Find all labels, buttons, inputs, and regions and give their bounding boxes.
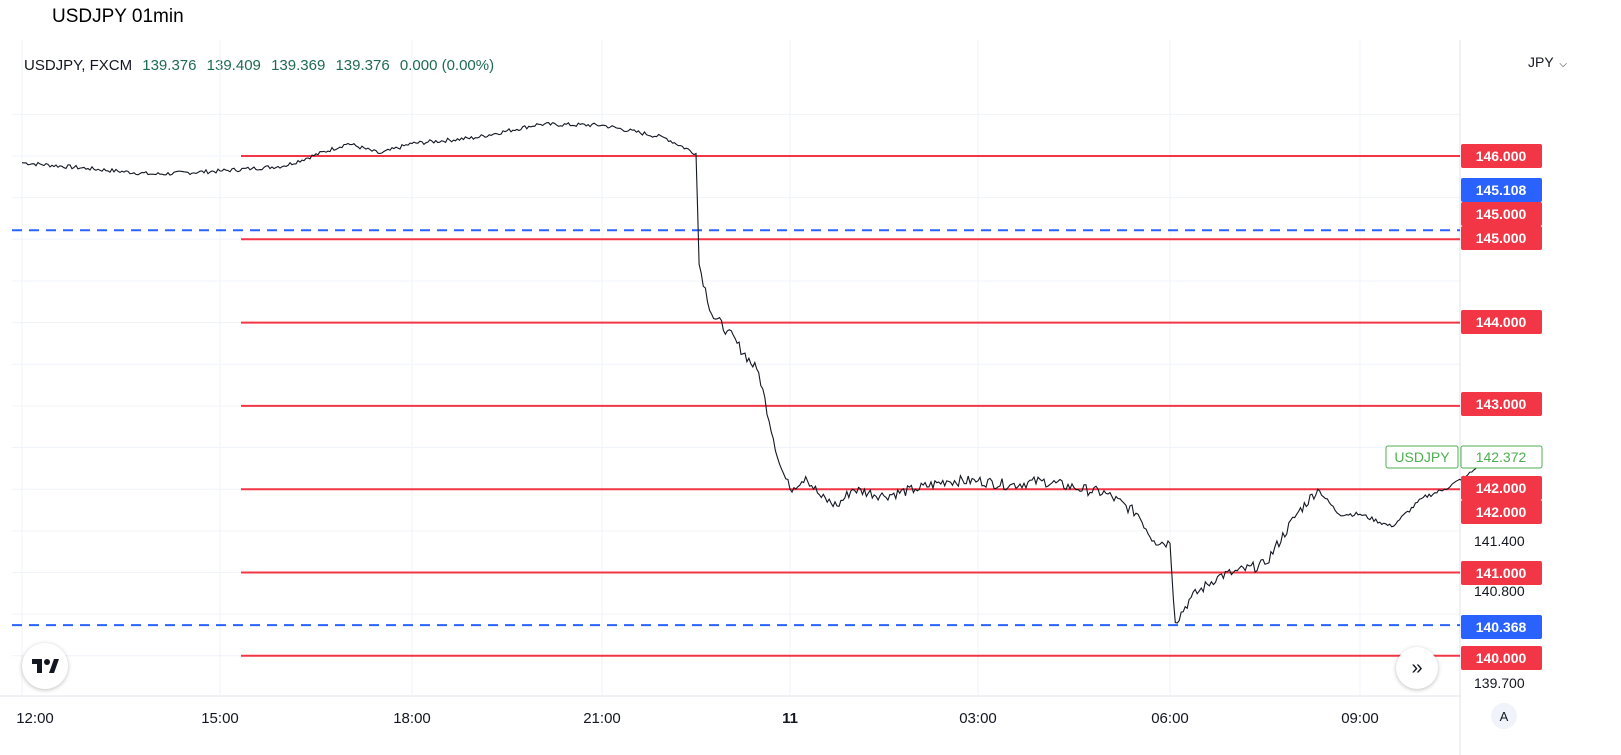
- price-axis-tag: [1461, 144, 1542, 168]
- time-tick-label: 09:00: [1341, 710, 1379, 727]
- scroll-to-realtime-button[interactable]: »: [1396, 647, 1438, 689]
- price-axis-label: 141.000: [1476, 565, 1527, 581]
- time-axis[interactable]: 12:00 15:00 18:00 21:00 11 03:00 06:00 09:00: [16, 710, 1379, 727]
- price-tick-label: 140.800: [1474, 583, 1525, 599]
- grid: [0, 40, 1461, 755]
- currency-selector[interactable]: JPY ⌵: [1528, 54, 1567, 70]
- price-axis-tag: [1461, 615, 1542, 639]
- tradingview-logo-glyph: [32, 659, 59, 673]
- price-axis-label: 142.000: [1476, 504, 1527, 520]
- price-axis-label: 145.000: [1476, 230, 1527, 246]
- price-tick-label: 139.700: [1474, 675, 1525, 691]
- price-line: [21, 122, 1477, 624]
- price-axis-tag: [1461, 226, 1542, 250]
- time-tick-label: 06:00: [1151, 710, 1189, 727]
- price-axis-tag: [1461, 202, 1542, 226]
- price-axis-tag: [1461, 392, 1542, 416]
- tradingview-logo-icon[interactable]: [22, 643, 68, 689]
- price-axis[interactable]: 146.000 145.108 145.000 145.000 144.000 143.0…: [1385, 144, 1543, 691]
- price-axis-label: 142.000: [1476, 480, 1527, 496]
- time-tick-label: 11: [782, 710, 798, 727]
- chevron-double-right-icon: »: [1411, 656, 1423, 679]
- price-axis-label: 145.108: [1476, 182, 1527, 198]
- current-price-label: 142.372: [1476, 449, 1527, 465]
- auto-scale-button[interactable]: A: [1491, 703, 1517, 729]
- legend-change: 0.000 (0.00%): [399, 57, 495, 74]
- current-symbol-label: USDJPY: [1394, 449, 1450, 465]
- price-axis-tag: [1461, 310, 1542, 334]
- price-axis-tag: [1461, 178, 1542, 202]
- current-symbol-tag: [1385, 445, 1459, 469]
- price-axis-label: 144.000: [1476, 314, 1527, 330]
- price-axis-label: 145.000: [1476, 206, 1527, 222]
- time-tick-label: 21:00: [583, 710, 621, 727]
- price-axis-tag: [1461, 646, 1542, 670]
- time-tick-label: 15:00: [201, 710, 239, 727]
- chevron-down-icon: ⌵: [1559, 59, 1567, 70]
- legend-symbol[interactable]: USDJPY, FXCM: [24, 57, 133, 74]
- price-axis-tag: [1461, 500, 1542, 524]
- legend-low: 139.369: [271, 57, 326, 74]
- price-axis-tag: [1461, 476, 1542, 500]
- chart-title: USDJPY 01min: [52, 6, 184, 27]
- price-axis-label: 140.368: [1476, 619, 1527, 635]
- price-axis-label: 143.000: [1476, 396, 1527, 412]
- time-tick-label: 18:00: [393, 710, 431, 727]
- time-tick-label: 03:00: [959, 710, 997, 727]
- horizontal-lines: [12, 155, 1460, 657]
- time-tick-label: 12:00: [16, 710, 54, 727]
- price-axis-label: 146.000: [1476, 148, 1527, 164]
- price-tick-label: 141.400: [1474, 533, 1525, 549]
- legend-open: 139.376: [142, 57, 197, 74]
- legend-close: 139.376: [335, 57, 390, 74]
- current-price-tag: [1460, 445, 1543, 469]
- price-series: [21, 122, 1477, 624]
- price-axis-label: 140.000: [1476, 650, 1527, 666]
- currency-label: JPY: [1528, 54, 1554, 70]
- price-axis-tag: [1461, 561, 1542, 585]
